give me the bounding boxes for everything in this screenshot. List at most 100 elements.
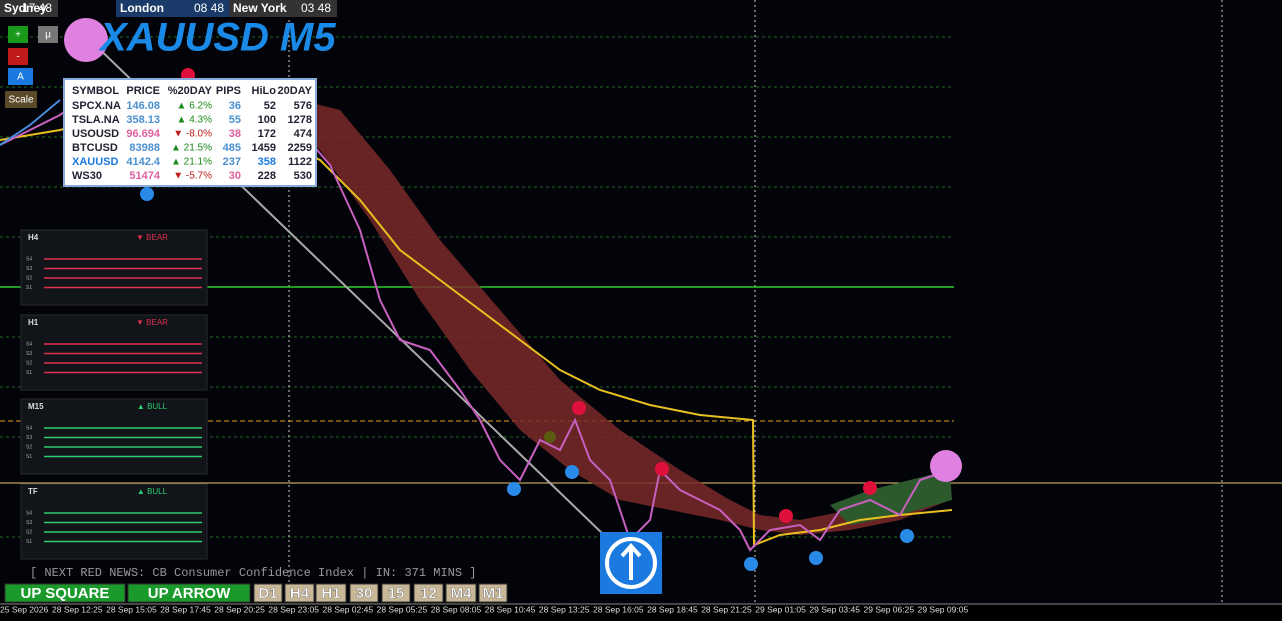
table-cell: 228 <box>258 170 276 182</box>
table-cell: 38 <box>229 128 241 140</box>
table-cell: SPCX.NA <box>72 100 121 112</box>
table-cell: XAUUSD <box>72 156 119 168</box>
table-cell: 530 <box>294 170 312 182</box>
cloud-band <box>290 100 950 535</box>
table-cell: ▲ 6.2% <box>177 101 213 112</box>
toolbar-button[interactable] <box>445 583 477 603</box>
level-label: S2 <box>26 529 32 535</box>
clock-city: New York <box>233 1 287 15</box>
time-label: 28 Sep 15:05 <box>106 604 157 614</box>
panel-timeframe: H4 <box>28 233 39 242</box>
side-button-label[interactable]: A <box>17 72 24 83</box>
table-cell: WS30 <box>72 170 102 182</box>
side-button-label[interactable]: μ <box>45 30 51 41</box>
price-series-up <box>0 99 61 146</box>
table-header: PIPS <box>216 85 241 97</box>
time-label: 28 Sep 18:45 <box>647 604 698 614</box>
level-label: S3 <box>26 266 32 272</box>
toolbar-button-label[interactable]: 12 <box>420 585 437 602</box>
table-cell: 146.08 <box>126 100 160 112</box>
panel-signal: ▼ BEAR <box>136 318 168 327</box>
toolbar-button[interactable] <box>127 583 251 603</box>
time-label: 28 Sep 02:45 <box>323 604 374 614</box>
table-cell: 30 <box>229 170 241 182</box>
table-cell: ▼ -8.0% <box>173 129 212 140</box>
table-header: PRICE <box>126 85 160 97</box>
toolbar-button[interactable] <box>284 583 315 603</box>
level-label: S1 <box>26 454 32 460</box>
signal-panel <box>20 314 208 391</box>
panel-timeframe: TF <box>28 487 38 496</box>
toolbar-button-label[interactable]: D1 <box>258 585 277 602</box>
time-label: 28 Sep 12:25 <box>52 604 103 614</box>
time-label: 28 Sep 16:05 <box>593 604 644 614</box>
toolbar-button-label[interactable]: H1 <box>321 585 340 602</box>
clock-city-bg <box>0 0 58 17</box>
toolbar-button-label[interactable]: UP ARROW <box>148 585 231 602</box>
level-label: S4 <box>26 256 32 262</box>
table-cell: 485 <box>223 142 241 154</box>
side-button[interactable] <box>8 26 28 43</box>
toolbar-button[interactable] <box>253 583 283 603</box>
clock-city: London <box>120 1 164 15</box>
clock-city: Sydney <box>4 1 47 15</box>
time-label: 28 Sep 20:25 <box>214 604 265 614</box>
table-cell: 52 <box>264 100 276 112</box>
side-button-label[interactable]: - <box>16 52 19 63</box>
panel-signal: ▲ BULL <box>137 402 168 411</box>
table-cell: ▼ -5.7% <box>173 171 212 182</box>
chart-title: XAUUSD M5 <box>98 16 336 60</box>
toolbar-button[interactable] <box>4 583 126 603</box>
time-axis-bg <box>0 604 1282 616</box>
side-button[interactable] <box>8 68 33 85</box>
signal-panel <box>20 229 208 306</box>
side-button[interactable] <box>8 48 28 65</box>
toolbar-button[interactable] <box>413 583 444 603</box>
toolbar-button-label[interactable]: M1 <box>482 585 504 602</box>
table-cell: TSLA.NA <box>72 114 120 126</box>
toolbar-button-label[interactable]: H4 <box>290 585 310 602</box>
logo <box>600 532 662 594</box>
table-cell: 358.13 <box>126 114 160 126</box>
table-cell: USOUSD <box>72 128 119 140</box>
table-cell: 51474 <box>129 170 160 182</box>
table-cell: ▲ 21.1% <box>171 157 212 168</box>
toolbar-button-label[interactable]: UP SQUARE <box>21 585 110 602</box>
table-cell: ▲ 21.5% <box>171 143 212 154</box>
side-button[interactable] <box>38 26 58 43</box>
panel-timeframe: H1 <box>28 318 39 327</box>
time-label: 28 Sep 05:25 <box>377 604 428 614</box>
toolbar-button-label[interactable]: 30 <box>356 585 373 602</box>
level-label: S2 <box>26 444 32 450</box>
level-label: S3 <box>26 435 32 441</box>
clock-time: 17 48 <box>22 1 52 15</box>
table-cell: 1278 <box>288 114 312 126</box>
toolbar-button-label[interactable]: 15 <box>388 585 405 602</box>
clock-city-bg <box>116 0 230 17</box>
side-button-label[interactable]: + <box>15 30 21 41</box>
table-cell: 1122 <box>288 156 312 168</box>
toolbar-button[interactable] <box>349 583 379 603</box>
clock-time: 03 48 <box>301 1 331 15</box>
table-cell: 100 <box>258 114 276 126</box>
table-cell: ▲ 4.3% <box>177 115 213 126</box>
level-label: S4 <box>26 341 32 347</box>
toolbar-button[interactable] <box>315 583 347 603</box>
table-header: %20DAY <box>168 85 213 97</box>
level-label: S1 <box>26 370 32 376</box>
signal-dots <box>64 18 962 571</box>
panel-timeframe: M15 <box>28 402 44 411</box>
side-button[interactable] <box>5 91 37 108</box>
toolbar-button-label[interactable]: M4 <box>450 585 472 602</box>
panel-signal: ▼ BEAR <box>136 233 168 242</box>
time-label: 28 Sep 23:05 <box>268 604 319 614</box>
table-cell: 2259 <box>288 142 312 154</box>
table-header: SYMBOL <box>72 85 119 97</box>
toolbar-button[interactable] <box>478 583 508 603</box>
side-button-label[interactable]: Scale <box>8 95 33 106</box>
table-cell: 96.694 <box>126 128 161 140</box>
level-label: S1 <box>26 285 32 291</box>
table-cell: 36 <box>229 100 241 112</box>
toolbar-button[interactable] <box>381 583 411 603</box>
level-label: S1 <box>26 539 32 545</box>
